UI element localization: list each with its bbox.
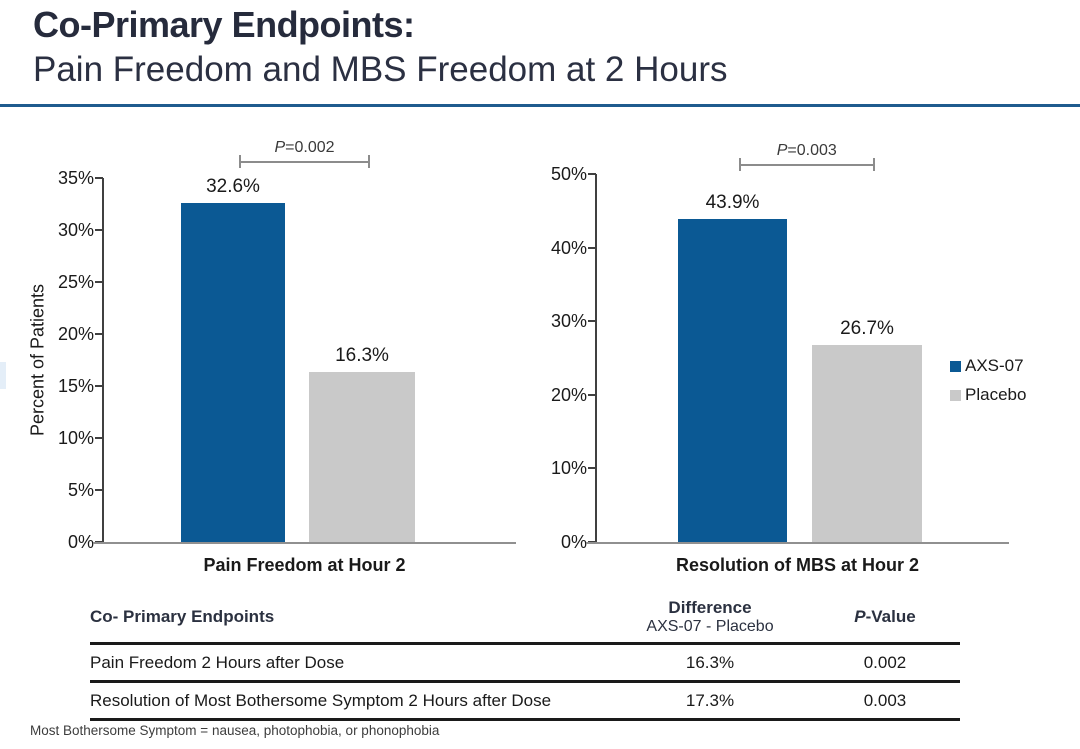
column-header-endpoints: Co- Primary Endpoints: [90, 594, 610, 645]
column-header-difference-title: Difference: [668, 598, 752, 617]
bracket-left-tick: [738, 158, 741, 171]
p-italic: P: [854, 607, 866, 626]
page-title: Co-Primary Endpoints:: [33, 4, 415, 45]
y-tick-mark: [95, 177, 103, 179]
page-subtitle: Pain Freedom and MBS Freedom at 2 Hours: [33, 50, 728, 89]
x-axis-line: [93, 542, 516, 544]
legend-label: Placebo: [965, 385, 1027, 404]
legend-item: AXS-07: [950, 356, 1026, 376]
bar-axs-07: [678, 219, 787, 542]
y-tick-label: 40%: [550, 237, 587, 258]
endpoint-cell: Pain Freedom 2 Hours after Dose: [90, 643, 610, 683]
y-axis-line: [102, 178, 104, 542]
bracket-right-tick: [873, 158, 875, 171]
y-tick-mark: [588, 173, 596, 175]
y-tick-mark: [95, 541, 103, 543]
y-tick-mark: [95, 333, 103, 335]
p-value-cell: 0.002: [810, 643, 960, 683]
y-tick-mark: [95, 281, 103, 283]
p-value-bracket: [738, 158, 875, 171]
chart-title: Pain Freedom at Hour 2: [203, 555, 406, 575]
legend-item: Placebo: [950, 385, 1026, 405]
y-tick-label: 10%: [550, 458, 587, 479]
bar-placebo: [309, 372, 415, 542]
x-axis-line: [586, 542, 1009, 544]
difference-cell: 17.3%: [610, 681, 810, 721]
bar-placebo: [812, 345, 922, 542]
y-tick-mark: [588, 246, 596, 249]
y-tick-label: 20%: [57, 324, 94, 344]
bracket-line: [239, 161, 370, 163]
bar-value-label: 16.3%: [335, 345, 389, 366]
legend-label: AXS-07: [965, 356, 1024, 375]
y-tick-mark: [588, 541, 596, 543]
p-value-label: P=0.003: [776, 142, 837, 159]
y-axis-title: Percent of Patients: [27, 283, 48, 437]
table-row: Resolution of Most Bothersome Symptom 2 …: [90, 681, 960, 721]
column-header-p-value: P-Value: [810, 594, 960, 645]
bar-value-label: 26.7%: [840, 318, 894, 339]
bar-value-label: 32.6%: [206, 176, 260, 197]
column-header-difference: Difference AXS-07 - Placebo: [610, 594, 810, 645]
y-tick-mark: [588, 320, 596, 323]
p-value-cell: 0.003: [810, 681, 960, 721]
y-tick-mark: [588, 393, 596, 396]
p-value-bracket: [239, 155, 370, 168]
bar-axs-07: [181, 203, 285, 542]
bracket-line: [738, 164, 875, 166]
p-rest: -Value: [865, 607, 916, 626]
y-tick-label: 35%: [57, 168, 94, 188]
table-row: Pain Freedom 2 Hours after Dose 16.3% 0.…: [90, 643, 960, 683]
y-tick-label: 50%: [550, 164, 587, 184]
bar-value-label: 43.9%: [705, 192, 760, 213]
y-tick-mark: [95, 437, 103, 439]
p-value-label: P=0.002: [274, 139, 335, 156]
bracket-left-tick: [239, 155, 241, 168]
y-tick-mark: [588, 467, 596, 470]
y-tick-label: 30%: [550, 311, 587, 332]
y-tick-mark: [95, 229, 103, 231]
y-tick-label: 0%: [560, 532, 587, 552]
endpoint-cell: Resolution of Most Bothersome Symptom 2 …: [90, 681, 610, 721]
y-tick-label: 5%: [67, 480, 94, 500]
difference-cell: 16.3%: [610, 643, 810, 683]
bracket-right-tick: [368, 155, 370, 168]
table-header-row: Co- Primary Endpoints Difference AXS-07 …: [90, 594, 960, 645]
y-tick-label: 0%: [67, 532, 94, 552]
y-tick-mark: [95, 489, 103, 491]
y-tick-label: 15%: [57, 376, 94, 396]
legend-swatch: [950, 389, 961, 401]
legend-swatch: [950, 360, 961, 372]
y-tick-label: 25%: [57, 272, 94, 292]
column-header-difference-subtitle: AXS-07 - Placebo: [646, 618, 774, 635]
chart-title: Resolution of MBS at Hour 2: [676, 555, 919, 575]
footnote: Most Bothersome Symptom = nausea, photop…: [30, 723, 440, 738]
y-tick-label: 30%: [57, 220, 94, 240]
endpoint-summary-table: Co- Primary Endpoints Difference AXS-07 …: [90, 594, 960, 721]
y-tick-label: 10%: [57, 428, 94, 448]
legend: AXS-07 Placebo: [950, 356, 1026, 405]
header-divider: [0, 104, 1080, 107]
y-tick-label: 20%: [550, 384, 587, 405]
left-edge-accent: [0, 362, 6, 389]
y-tick-mark: [95, 385, 103, 387]
y-axis-line: [595, 174, 597, 542]
